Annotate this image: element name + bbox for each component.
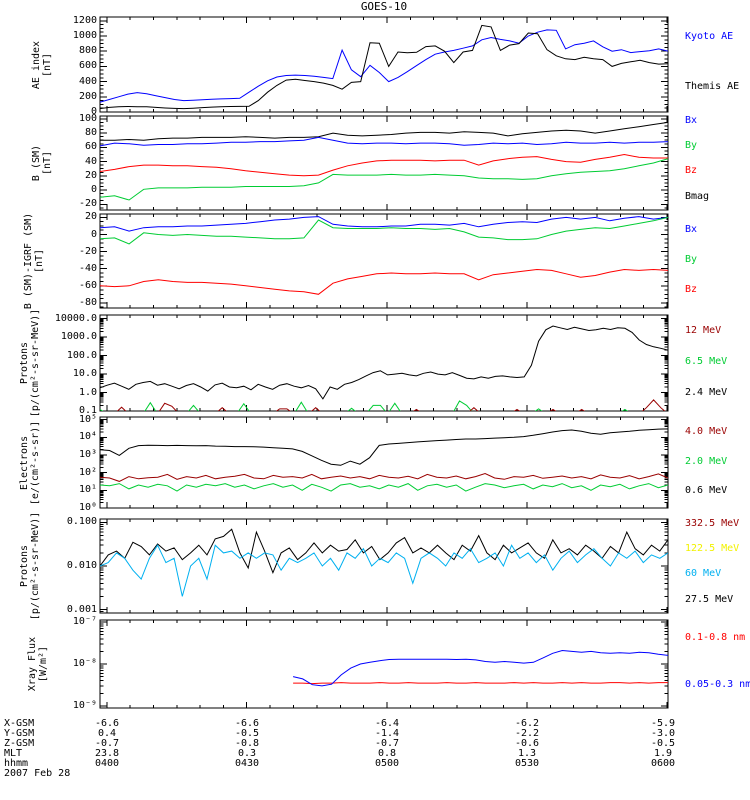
- y-tick-label: 400: [78, 76, 97, 87]
- y-tick-label: 10³: [78, 449, 97, 460]
- legend-label: 12 MeV: [685, 325, 722, 336]
- legend-label: Kyoto AE: [685, 31, 734, 42]
- y-tick-label: 0: [90, 106, 97, 117]
- x-col-label: -6.6: [234, 718, 260, 729]
- x-col-label: 0.8: [377, 748, 397, 759]
- x-col-label: -5.9: [650, 718, 676, 729]
- y-tick-label: -20: [78, 246, 97, 257]
- y-tick-label: 1000: [72, 30, 97, 41]
- y-tick-label: 10¹: [78, 484, 97, 495]
- x-col-label: 0.4: [97, 728, 117, 739]
- y-tick-label: 0: [90, 184, 97, 195]
- x-col-label: -6.4: [374, 718, 400, 729]
- y-tick-label: 10⁻⁹: [72, 700, 97, 711]
- legend-label: Bz: [685, 284, 698, 295]
- y-tick-label: 0.010: [66, 560, 97, 571]
- y-tick-label: 10⁵: [78, 414, 97, 425]
- legend-label: By: [685, 140, 698, 151]
- y-tick-label: 800: [78, 45, 97, 56]
- x-col-label: 1.9: [653, 748, 673, 759]
- legend-label: By: [685, 254, 698, 265]
- y-tick-label: 20: [84, 170, 97, 181]
- y-tick-label: 10⁻⁸: [72, 658, 97, 669]
- legend-label: Bx: [685, 115, 698, 126]
- x-col-label: 0.3: [237, 748, 257, 759]
- y-tick-label: 1.0: [78, 387, 97, 398]
- y-tick-label: 600: [78, 60, 97, 71]
- x-col-label: -0.6: [514, 738, 540, 749]
- y-tick-label: 10²: [78, 467, 97, 478]
- x-col-label: -1.4: [374, 728, 400, 739]
- x-col-label: -0.7: [374, 738, 400, 749]
- x-col-label: -6.2: [514, 718, 540, 729]
- y-tick-label: -80: [78, 297, 97, 308]
- legend-label: 0.1-0.8 nm: [685, 632, 746, 643]
- y-tick-label: 60: [84, 141, 97, 152]
- y-tick-label: 200: [78, 91, 97, 102]
- x-col-label: -0.5: [650, 738, 676, 749]
- y-tick-label: 80: [84, 127, 97, 138]
- y-tick-label: -40: [78, 263, 97, 274]
- x-col-label: -2.2: [514, 728, 540, 739]
- row-label: hhmm: [4, 758, 29, 769]
- row-label: Z-GSM: [4, 738, 35, 749]
- x-col-label: 1.3: [517, 748, 537, 759]
- x-col-label: -3.0: [650, 728, 676, 739]
- y-tick-label: 1000.0: [60, 331, 97, 342]
- chart-title: GOES-10: [360, 0, 408, 13]
- y-tick-label: -60: [78, 280, 97, 291]
- row-label: X-GSM: [4, 718, 35, 729]
- x-col-label: -0.8: [234, 738, 260, 749]
- legend-label: 0.05-0.3 nm: [685, 679, 750, 690]
- legend-label: 0.6 MeV: [685, 485, 728, 496]
- x-col-label: 0530: [514, 758, 540, 769]
- x-col-label: 23.8: [94, 748, 120, 759]
- date-label: 2007 Feb 28: [4, 768, 71, 779]
- legend-label: 6.5 MeV: [685, 356, 728, 367]
- x-col-label: 0500: [374, 758, 400, 769]
- legend-label: 332.5 MeV: [685, 518, 740, 529]
- x-col-label: 0600: [650, 758, 676, 769]
- row-label: MLT: [4, 748, 23, 759]
- x-col-label: -0.7: [94, 738, 120, 749]
- y-tick-label: -20: [78, 198, 97, 209]
- y-tick-label: 0.001: [66, 604, 97, 615]
- y-tick-label: 20: [84, 211, 97, 222]
- y-tick-label: 0.1: [78, 405, 97, 416]
- legend-label: 27.5 MeV: [685, 594, 734, 605]
- x-col-label: -6.6: [94, 718, 120, 729]
- y-tick-label: 10.0: [72, 368, 97, 379]
- legend-label: 4.0 MeV: [685, 426, 728, 437]
- y-tick-label: 40: [84, 156, 97, 167]
- y-tick-label: 100: [78, 113, 97, 124]
- y-tick-label: 0: [90, 229, 97, 240]
- legend-label: Themis AE: [685, 81, 740, 92]
- legend-label: 60 MeV: [685, 568, 722, 579]
- y-tick-label: 10000.0: [54, 313, 97, 324]
- legend-label: 2.0 MeV: [685, 456, 728, 467]
- y-tick-label: 10⁻⁷: [72, 616, 97, 627]
- y-tick-label: 10⁰: [78, 502, 97, 513]
- legend-label: Bx: [685, 224, 698, 235]
- x-col-label: -0.5: [234, 728, 260, 739]
- y-tick-label: 10⁴: [78, 431, 97, 442]
- legend-label: 2.4 MeV: [685, 387, 728, 398]
- y-tick-label: 100.0: [66, 350, 97, 361]
- legend-label: Bz: [685, 165, 698, 176]
- legend-label: Bmag: [685, 191, 710, 202]
- x-col-label: 0400: [94, 758, 120, 769]
- row-label: Y-GSM: [4, 728, 35, 739]
- x-col-label: 0430: [234, 758, 260, 769]
- legend-label: 122.5 MeV: [685, 543, 740, 554]
- y-tick-label: 1200: [72, 15, 97, 26]
- y-tick-label: 0.100: [66, 516, 97, 527]
